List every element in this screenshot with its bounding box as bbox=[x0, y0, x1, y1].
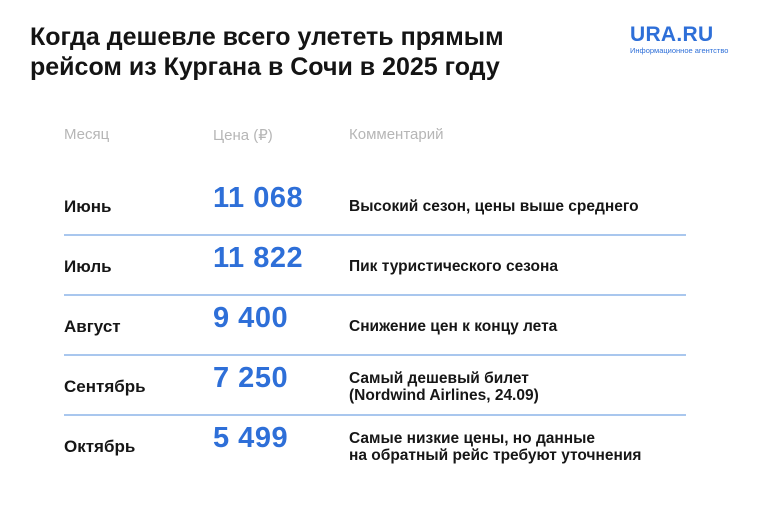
page-title: Когда дешевле всего улететь прямым рейсо… bbox=[30, 22, 504, 82]
header-price: Цена (₽) bbox=[213, 127, 273, 144]
row-comment: Высокий сезон, цены выше среднего bbox=[349, 198, 639, 215]
table-row: Июль 11 822 Пик туристического сезона bbox=[64, 236, 686, 296]
logo-name: URA.RU bbox=[630, 23, 714, 46]
table-row: Сентябрь 7 250 Самый дешевый билет (Nord… bbox=[64, 356, 686, 416]
title-line-2: рейсом из Кургана в Сочи в 2025 году bbox=[30, 53, 500, 81]
ura-logo: URA.RU Информационное агентство bbox=[630, 23, 730, 56]
row-comment: Самые низкие цены, но данные на обратный… bbox=[349, 430, 642, 464]
row-price: 7 250 bbox=[213, 362, 289, 394]
row-price: 11 068 bbox=[213, 182, 304, 214]
logo-tagline: Информационное агентство bbox=[630, 46, 729, 55]
table-row: Октябрь 5 499 Самые низкие цены, но данн… bbox=[64, 416, 686, 474]
table-row: Август 9 400 Снижение цен к концу лета bbox=[64, 296, 686, 356]
row-month: Июнь bbox=[64, 197, 112, 216]
header-comment: Комментарий bbox=[349, 126, 444, 143]
table-header: Месяц Цена (₽) Комментарий bbox=[64, 120, 686, 148]
row-comment: Пик туристического сезона bbox=[349, 258, 558, 275]
row-price: 5 499 bbox=[213, 422, 289, 454]
row-month: Сентябрь bbox=[64, 377, 146, 396]
row-price: 11 822 bbox=[213, 242, 304, 274]
row-month: Июль bbox=[64, 257, 112, 276]
row-month: Август bbox=[64, 317, 121, 336]
price-table: Месяц Цена (₽) Комментарий Июнь 11 068 В… bbox=[64, 120, 686, 474]
row-comment: Снижение цен к концу лета bbox=[349, 318, 558, 335]
row-month: Октябрь bbox=[64, 437, 136, 456]
title-line-1: Когда дешевле всего улететь прямым bbox=[30, 23, 504, 51]
row-comment: Самый дешевый билет (Nordwind Airlines, … bbox=[349, 370, 539, 404]
row-price: 9 400 bbox=[213, 302, 289, 334]
header-month: Месяц bbox=[64, 126, 110, 143]
table-row: Июнь 11 068 Высокий сезон, цены выше сре… bbox=[64, 176, 686, 236]
